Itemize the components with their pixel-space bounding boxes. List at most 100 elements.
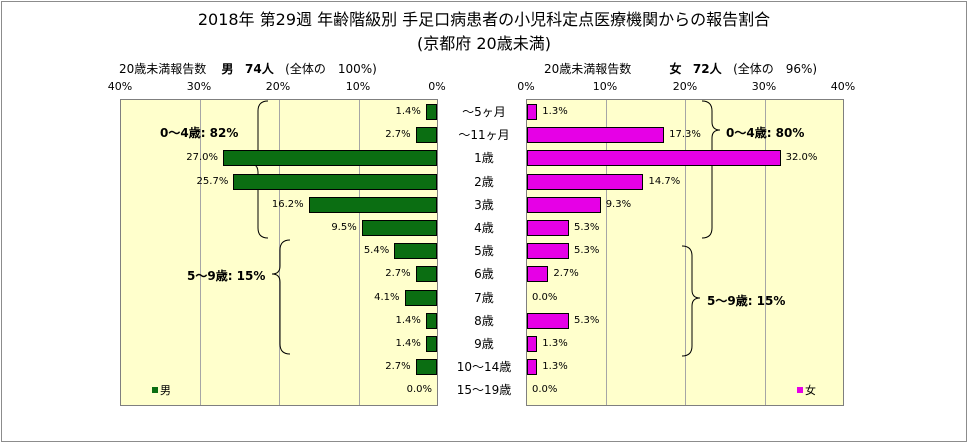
female-bar — [527, 336, 538, 352]
category-label: 7歳 — [474, 290, 494, 305]
female-value-label: 17.3% — [669, 129, 701, 141]
male-legend: 男 — [152, 382, 171, 398]
female-value-label: 5.3% — [574, 314, 600, 326]
female-bar — [527, 127, 665, 144]
male-value-label: 27.0% — [186, 152, 219, 164]
right-tick: 0% — [517, 80, 535, 93]
right-axis-label: 20歳未満報告数 — [544, 62, 632, 76]
category-label: 6歳 — [474, 267, 494, 282]
category-label: 5歳 — [474, 244, 494, 259]
male-bar — [425, 336, 437, 352]
category-label: ～5ヶ月 — [462, 105, 506, 119]
right-sex: 女 — [669, 62, 682, 76]
left-count: 74人 — [245, 62, 274, 76]
female-legend-swatch — [797, 387, 803, 393]
female-group-label-0-4: 0～4歳: 80% — [726, 126, 805, 140]
female-bar — [527, 312, 569, 329]
right-tick: 30% — [751, 80, 777, 93]
left-tick: 20% — [265, 80, 291, 93]
male-bar — [425, 104, 437, 120]
gridline — [685, 100, 686, 405]
female-value-label: 5.3% — [574, 222, 600, 233]
female-bar — [527, 104, 538, 120]
left-tick: 40% — [107, 80, 133, 93]
female-bar — [527, 266, 549, 283]
male-bar — [233, 173, 437, 190]
left-bracket-5-9 — [271, 239, 291, 355]
female-plot-area — [526, 99, 844, 406]
female-value-label: 14.7% — [648, 175, 681, 187]
female-value-label: 0.0% — [532, 291, 558, 303]
female-value-label: 1.3% — [542, 106, 568, 117]
female-group-label-5-9: 5～9歳: 15% — [707, 294, 786, 308]
female-bar — [527, 196, 601, 213]
male-bar — [404, 289, 437, 306]
male-value-label: 25.7% — [196, 175, 229, 187]
male-value-label: 1.4% — [395, 314, 421, 326]
female-bar — [527, 150, 781, 167]
right-tick: 10% — [592, 80, 618, 93]
category-label: ～11ヶ月 — [458, 128, 510, 143]
male-value-label: 2.7% — [385, 129, 411, 141]
left-axis-label: 20歳未満報告数 — [119, 62, 207, 76]
chart-title: 2018年 第29週 年齢階級別 手足口病患者の小児科定点医療機関からの報告割合 — [197, 10, 771, 29]
male-group-label-5-9: 5～9歳: 15% — [187, 269, 266, 283]
female-value-label: 2.7% — [553, 268, 579, 280]
right-bracket-5-9 — [681, 245, 701, 357]
male-legend-swatch — [152, 387, 158, 393]
female-value-label: 1.3% — [542, 361, 568, 373]
category-label: 9歳 — [474, 337, 494, 351]
male-bar — [415, 359, 437, 376]
left-share: (全体の 100%) — [285, 62, 377, 76]
male-value-label: 2.7% — [385, 361, 411, 373]
female-value-label: 1.3% — [542, 338, 568, 349]
left-tick: 10% — [345, 80, 371, 93]
male-bar — [308, 196, 437, 213]
gridline — [765, 100, 766, 405]
male-bar — [415, 266, 437, 283]
male-value-label: 0.0% — [406, 384, 432, 396]
left-tick: 30% — [186, 80, 212, 93]
category-label: 3歳 — [474, 197, 494, 212]
female-legend: 女 — [797, 382, 816, 398]
female-value-label: 32.0% — [785, 152, 818, 164]
male-value-label: 2.7% — [385, 268, 411, 280]
male-value-label: 16.2% — [271, 198, 304, 210]
female-value-label: 5.3% — [574, 245, 600, 257]
male-plot-area — [120, 99, 438, 406]
female-bar — [527, 173, 644, 190]
male-value-label: 1.4% — [395, 106, 421, 117]
left-bracket-0-4 — [249, 100, 269, 239]
male-bar — [223, 150, 437, 167]
male-legend-label: 男 — [160, 384, 171, 397]
male-value-label: 5.4% — [363, 245, 390, 257]
left-header: 20歳未満報告数 男 74人 (全体の 100%) — [119, 60, 377, 77]
male-bar — [361, 220, 437, 236]
left-tick: 0% — [428, 80, 446, 93]
category-label: 1歳 — [474, 151, 494, 166]
right-tick: 40% — [830, 80, 856, 93]
gridline — [606, 100, 607, 405]
right-header: 20歳未満報告数 女 72人 (全体の 96%) — [544, 60, 817, 77]
male-bar — [425, 312, 437, 329]
male-value-label: 9.5% — [331, 222, 357, 233]
right-share: (全体の 96%) — [733, 62, 818, 76]
chart-subtitle: (京都府 20歳未満) — [417, 34, 551, 53]
female-bar — [527, 243, 569, 260]
category-label: 15～19歳 — [456, 383, 512, 398]
female-legend-label: 女 — [805, 384, 816, 397]
male-group-label-0-4: 0～4歳: 82% — [160, 126, 239, 140]
male-bar — [394, 243, 437, 260]
gridline — [359, 100, 360, 405]
right-tick: 20% — [672, 80, 698, 93]
category-label: 10～14歳 — [456, 360, 512, 375]
female-bar — [527, 359, 538, 376]
female-value-label: 9.3% — [605, 198, 632, 210]
female-value-label: 0.0% — [532, 384, 558, 396]
right-count: 72人 — [692, 62, 722, 76]
category-label: 2歳 — [474, 174, 494, 189]
male-value-label: 4.1% — [374, 291, 400, 303]
right-bracket-0-4 — [701, 100, 721, 239]
female-bar — [527, 220, 569, 236]
left-sex: 男 — [221, 62, 234, 76]
